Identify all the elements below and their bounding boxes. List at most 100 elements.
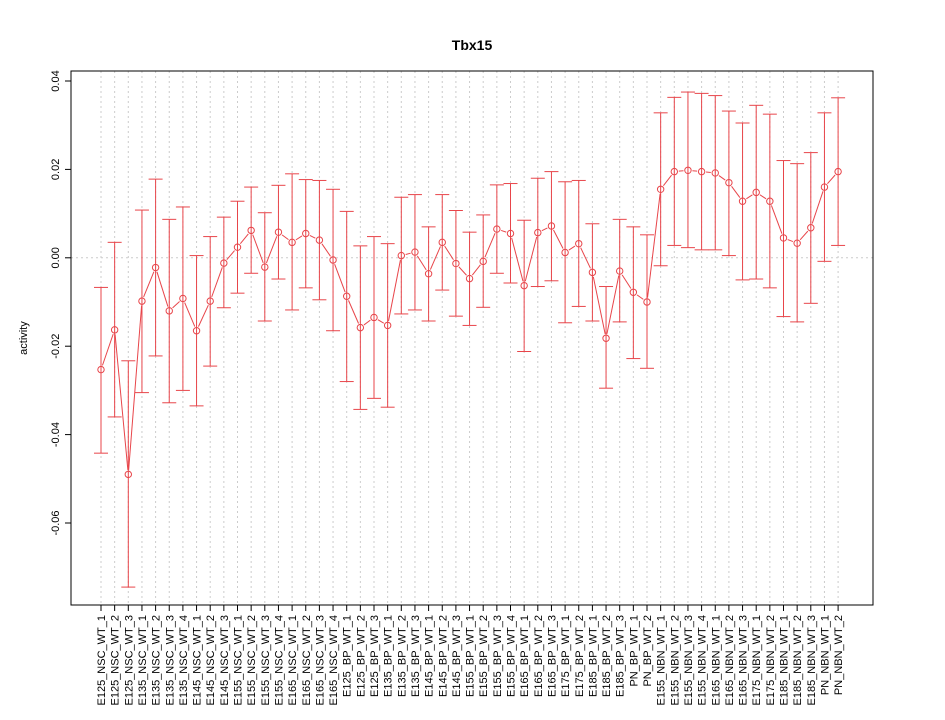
y-tick-label: 0.02 xyxy=(50,159,62,180)
x-tick-label: E185_BP_WT_2 xyxy=(601,615,613,697)
x-tick-label: E165_NSC_WT_2 xyxy=(301,615,313,706)
series-line-segment xyxy=(115,334,128,470)
x-tick-label: E155_BP_WT_4 xyxy=(506,615,518,697)
y-tick-label: 0.00 xyxy=(50,247,62,268)
series-line-segment xyxy=(322,244,331,256)
series-line-segment xyxy=(198,305,208,326)
x-tick-label: E135_NSC_WT_1 xyxy=(137,615,149,706)
series-line-segment xyxy=(569,246,575,250)
x-tick-label: E145_BP_WT_3 xyxy=(451,615,463,697)
x-tick-label: E155_NBN_WT_2 xyxy=(669,615,681,706)
x-tick-label: E145_NSC_WT_3 xyxy=(219,615,231,706)
series-line-segment xyxy=(501,230,506,232)
x-tick-label: PN_BP_WT_1 xyxy=(628,615,640,687)
x-tick-label: E155_BP_WT_3 xyxy=(492,615,504,697)
x-tick-label: E165_BP_WT_3 xyxy=(546,615,558,697)
series-line-segment xyxy=(310,235,316,238)
plot-frame xyxy=(71,71,873,605)
series-line-segment xyxy=(593,277,605,334)
x-tick-label: E165_NBN_WT_1 xyxy=(710,615,722,706)
x-tick-label: E165_NBN_WT_3 xyxy=(738,615,750,706)
series-line-segment xyxy=(459,267,467,275)
x-tick-label: E165_BP_WT_1 xyxy=(519,615,531,697)
x-tick-label: E165_NSC_WT_1 xyxy=(287,615,299,706)
x-tick-label: E185_NBN_WT_1 xyxy=(779,615,791,706)
series-line-segment xyxy=(364,320,370,325)
series-line-segment xyxy=(240,234,248,244)
x-tick-label: E145_NSC_WT_2 xyxy=(205,615,217,706)
series-line-segment xyxy=(637,295,643,300)
series-line-segment xyxy=(554,230,564,249)
series-line-segment xyxy=(348,300,358,323)
series-line-segment xyxy=(648,194,661,298)
series-line-segment xyxy=(157,272,168,307)
series-line-segment xyxy=(173,301,180,307)
series-line-segment xyxy=(406,253,411,254)
x-tick-label: E135_NSC_WT_3 xyxy=(164,615,176,706)
y-axis: 0.04 0.02 0.00 -0.02 -0.04 -0.06 xyxy=(50,70,71,535)
series-line-segment xyxy=(788,240,793,242)
y-axis-label: activity xyxy=(18,321,30,355)
x-tick-label: E155_NSC_WT_3 xyxy=(260,615,272,706)
series-line-segment xyxy=(389,260,401,321)
series-line-segment xyxy=(185,303,195,327)
x-tick-label: E155_NBN_WT_4 xyxy=(697,615,709,706)
y-tick-label: -0.04 xyxy=(50,422,62,447)
series-line-segment xyxy=(760,195,766,199)
series-line-segment xyxy=(732,186,740,197)
series-line-segment xyxy=(129,306,142,470)
x-tick-label: E125_NSC_WT_3 xyxy=(123,615,135,706)
x-tick-label: E175_BP_WT_2 xyxy=(574,615,586,697)
x-tick-label: E135_BP_WT_3 xyxy=(410,615,422,697)
x-tick-label: E155_NSC_WT_1 xyxy=(233,615,245,706)
series-line-segment xyxy=(542,228,548,231)
series-line-segment xyxy=(212,267,223,297)
x-tick-label: E125_BP_WT_2 xyxy=(355,615,367,697)
series-line-segment xyxy=(800,231,808,240)
y-tick-label: -0.06 xyxy=(50,510,62,535)
x-tick-label: E165_BP_WT_2 xyxy=(533,615,545,697)
series-line-segment xyxy=(472,265,480,275)
series-line-segment xyxy=(485,233,495,257)
series-line-segment xyxy=(746,195,752,199)
x-tick-label: E155_NBN_WT_1 xyxy=(656,615,668,706)
x-tick-label: E135_BP_WT_2 xyxy=(396,615,408,697)
x-tick-label: E125_BP_WT_1 xyxy=(342,615,354,697)
x-tick-label: E155_NBN_WT_3 xyxy=(683,615,695,706)
series-line-segment xyxy=(282,235,288,240)
series-line-segment xyxy=(227,251,235,260)
chart-title: Tbx15 xyxy=(452,37,493,53)
x-tick-label: E135_NSC_WT_4 xyxy=(178,615,190,706)
x-tick-label: PN_NBN_WT_2 xyxy=(833,615,845,695)
x-axis: E125_NSC_WT_1 E125_NSC_WT_2 E125_NSC_WT_3 E… xyxy=(96,605,845,706)
series-line-segment xyxy=(812,191,823,223)
x-tick-label: E155_BP_WT_2 xyxy=(478,615,490,697)
series-line-segment xyxy=(525,237,536,281)
x-tick-label: E135_NSC_WT_2 xyxy=(151,615,163,706)
series-line-segment xyxy=(512,238,523,281)
x-tick-label: E155_NSC_WT_4 xyxy=(273,615,285,706)
x-tick-label: E145_BP_WT_2 xyxy=(437,615,449,697)
series-line-segment xyxy=(663,175,671,186)
x-tick-label: E125_NSC_WT_2 xyxy=(110,615,122,706)
x-tick-label: PN_NBN_WT_1 xyxy=(819,615,831,695)
x-tick-label: PN_BP_WT_2 xyxy=(642,615,654,687)
y-tick-label: -0.02 xyxy=(50,334,62,359)
series-line-segment xyxy=(266,236,276,263)
x-tick-label: E185_BP_WT_3 xyxy=(615,615,627,697)
x-tick-label: E185_NBN_WT_2 xyxy=(792,615,804,706)
x-tick-label: E165_NBN_WT_2 xyxy=(724,615,736,706)
series-line-segment xyxy=(102,334,113,365)
grid xyxy=(71,71,873,605)
series-line-segment xyxy=(827,175,835,184)
series-line-segment xyxy=(253,235,264,263)
x-tick-label: E175_BP_WT_1 xyxy=(560,615,572,697)
x-tick-label: E175_NBN_WT_2 xyxy=(765,615,777,706)
series-line-segment xyxy=(144,272,154,297)
x-tick-label: E125_BP_WT_3 xyxy=(369,615,381,697)
x-tick-label: E155_BP_WT_1 xyxy=(465,615,477,697)
x-tick-label: E185_BP_WT_1 xyxy=(587,615,599,697)
y-tick-label: 0.04 xyxy=(50,70,62,91)
series-line-segment xyxy=(771,205,782,233)
